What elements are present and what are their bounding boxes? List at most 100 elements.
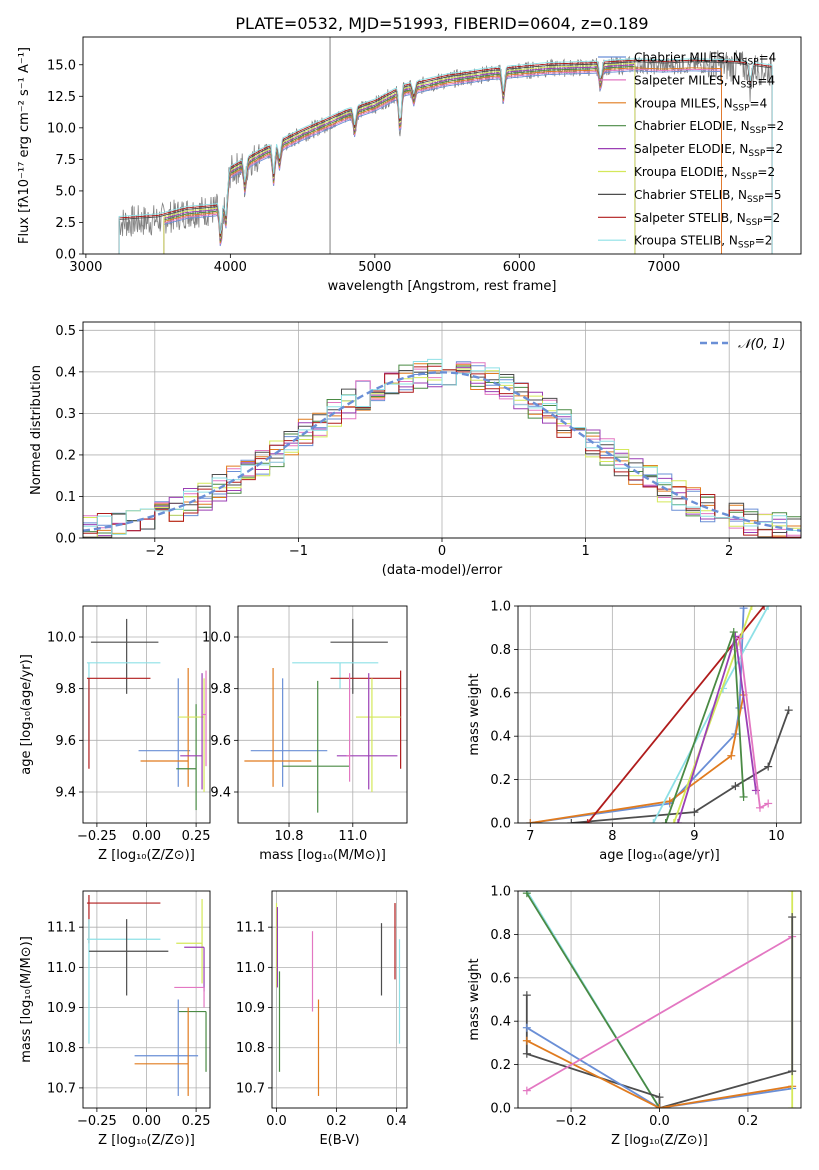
y-axis-label: mass [log₁₀(M/M⊙)] (19, 936, 34, 1063)
y-tick-label: 0.8 (490, 928, 511, 943)
legend-entry-subscript: SSP (738, 241, 755, 251)
legend-entry-nssp: =2 (757, 165, 775, 179)
y-tick-label: 11.1 (236, 921, 265, 936)
point-marker (522, 1023, 531, 1032)
point-marker (690, 808, 699, 817)
legend-entry-nssp: =4 (757, 73, 775, 87)
legend-entry-name: Kroupa STELIB, N (634, 234, 738, 248)
x-tick-label: 11.0 (338, 829, 367, 844)
errorbar-point (292, 662, 379, 689)
errorbar-point (176, 704, 197, 811)
y-tick-label: 15.0 (47, 58, 76, 73)
x-tick-label: 0.2 (738, 1114, 759, 1129)
y-tick-label: 0.4 (490, 730, 511, 745)
legend-entry: Chabrier ELODIE, NSSP=2 (634, 119, 784, 136)
mass_vs_ebv-frame (271, 890, 408, 1109)
legend-entry-name: Salpeter ELODIE, N (634, 142, 748, 156)
series-chabrier-miles (526, 1026, 793, 1108)
legend-entry: Chabrier MILES, NSSP=4 (634, 51, 776, 68)
x-tick-label: −0.2 (555, 1114, 587, 1129)
x-axis-label: Z [log₁₀(Z/Z⊙)] (98, 1133, 195, 1148)
y-tick-label: 10.0 (47, 631, 76, 646)
point-marker (784, 706, 793, 715)
legend-entry-name: Chabrier STELIB, N (634, 188, 747, 202)
point-marker (764, 799, 773, 808)
x-axis-label: Z [log₁₀(Z/Z⊙)] (98, 848, 195, 863)
errorbar-point (86, 677, 151, 769)
mass_vs_Z-points (86, 895, 207, 1096)
y-tick-label: 0.1 (55, 490, 76, 505)
y-axis-label: mass weight (467, 958, 482, 1040)
legend-entry-nssp: =4 (750, 96, 768, 110)
y-tick-label: 0.4 (490, 1015, 511, 1030)
y-tick-label: 0.0 (55, 532, 76, 547)
y-tick-label: 10.9 (236, 1001, 265, 1016)
errorbar-point (178, 1010, 207, 1072)
y-tick-label: 0.8 (490, 643, 511, 658)
mass_vs_ebv-axes: 0.0 0.2 0.4 10.7 10.8 10.9 11.0 11.1 E(B-V) (236, 891, 407, 1148)
weight_vs_Z-frame (517, 890, 802, 1109)
point-marker (788, 1067, 797, 1076)
x-tick-label: 5000 (358, 260, 391, 275)
point-marker (522, 1086, 531, 1095)
legend-entry-nssp: =5 (764, 188, 782, 202)
y-tick-label: 0.6 (490, 686, 511, 701)
figure-title: PLATE=0532, MJD=51993, FIBERID=0604, z=0… (235, 14, 648, 33)
y-tick-label: 12.5 (47, 90, 76, 105)
age_vs_mass-points (244, 618, 402, 813)
y-tick-label: 9.6 (55, 734, 76, 749)
series-kroupa-elodie (673, 606, 753, 823)
errorbar-point (184, 946, 205, 992)
x-axis-label: wavelength [Angstrom, rest frame] (328, 279, 557, 294)
legend-entry-nssp: =2 (765, 142, 783, 156)
series-chabrier-miles (163, 70, 722, 254)
point-marker (522, 1036, 531, 1045)
x-tick-label: 6000 (503, 260, 536, 275)
errorbar-point (355, 678, 401, 792)
errorbar-point (90, 618, 159, 694)
y-tick-label: 10.0 (47, 121, 76, 136)
x-tick-label: 0.25 (182, 1114, 211, 1129)
y-tick-label: 11.0 (236, 961, 265, 976)
x-tick-label: 2 (725, 544, 733, 559)
x-tick-label: −0.25 (77, 1114, 117, 1129)
point-marker (727, 751, 736, 760)
weight_vs_age-series (526, 606, 793, 823)
point-marker (739, 606, 748, 613)
point-marker (526, 819, 535, 823)
y-tick-label: 5.0 (55, 184, 76, 199)
legend-entry: Salpeter ELODIE, NSSP=2 (634, 142, 783, 159)
point-marker (522, 891, 531, 898)
y-tick-label: 0.4 (55, 365, 76, 380)
legend-entry-subscript: SSP (747, 195, 764, 205)
errorbar-point (330, 670, 402, 769)
legend-entry-name: Chabrier MILES, N (634, 51, 742, 65)
series-chabrier-elodie (163, 65, 636, 254)
errorbar-point (330, 618, 388, 694)
point-marker (665, 797, 674, 806)
x-tick-label: −2 (145, 544, 164, 559)
series-kroupa-miles (530, 694, 745, 823)
y-tick-label: 0.2 (490, 1058, 511, 1073)
y-axis-label: age [log₁₀(age/yr)] (19, 654, 34, 775)
series-kroupa-miles (163, 67, 722, 254)
errorbar-point (250, 678, 328, 787)
x-tick-label: −1 (289, 544, 308, 559)
legend-entry: 𝒩(0, 1) (738, 337, 785, 352)
point-marker (760, 606, 769, 610)
x-tick-label: 0.0 (266, 1114, 287, 1129)
y-tick-label: 7.5 (55, 153, 76, 168)
legend-entry: Chabrier STELIB, NSSP=5 (634, 188, 782, 205)
errorbar-point (134, 1007, 189, 1096)
point-marker (747, 606, 756, 610)
legend-entry-subscript: SSP (750, 126, 767, 136)
y-tick-label: 10.7 (47, 1081, 76, 1096)
legend-entry-nssp: =2 (766, 119, 784, 133)
y-tick-label: 9.4 (55, 786, 76, 801)
x-axis-label: E(B-V) (319, 1133, 359, 1148)
y-tick-label: 9.6 (210, 734, 231, 749)
y-tick-label: 0.0 (490, 1102, 511, 1117)
x-tick-label: 3000 (69, 260, 102, 275)
x-tick-label: 9 (690, 829, 698, 844)
point-marker (764, 762, 773, 771)
